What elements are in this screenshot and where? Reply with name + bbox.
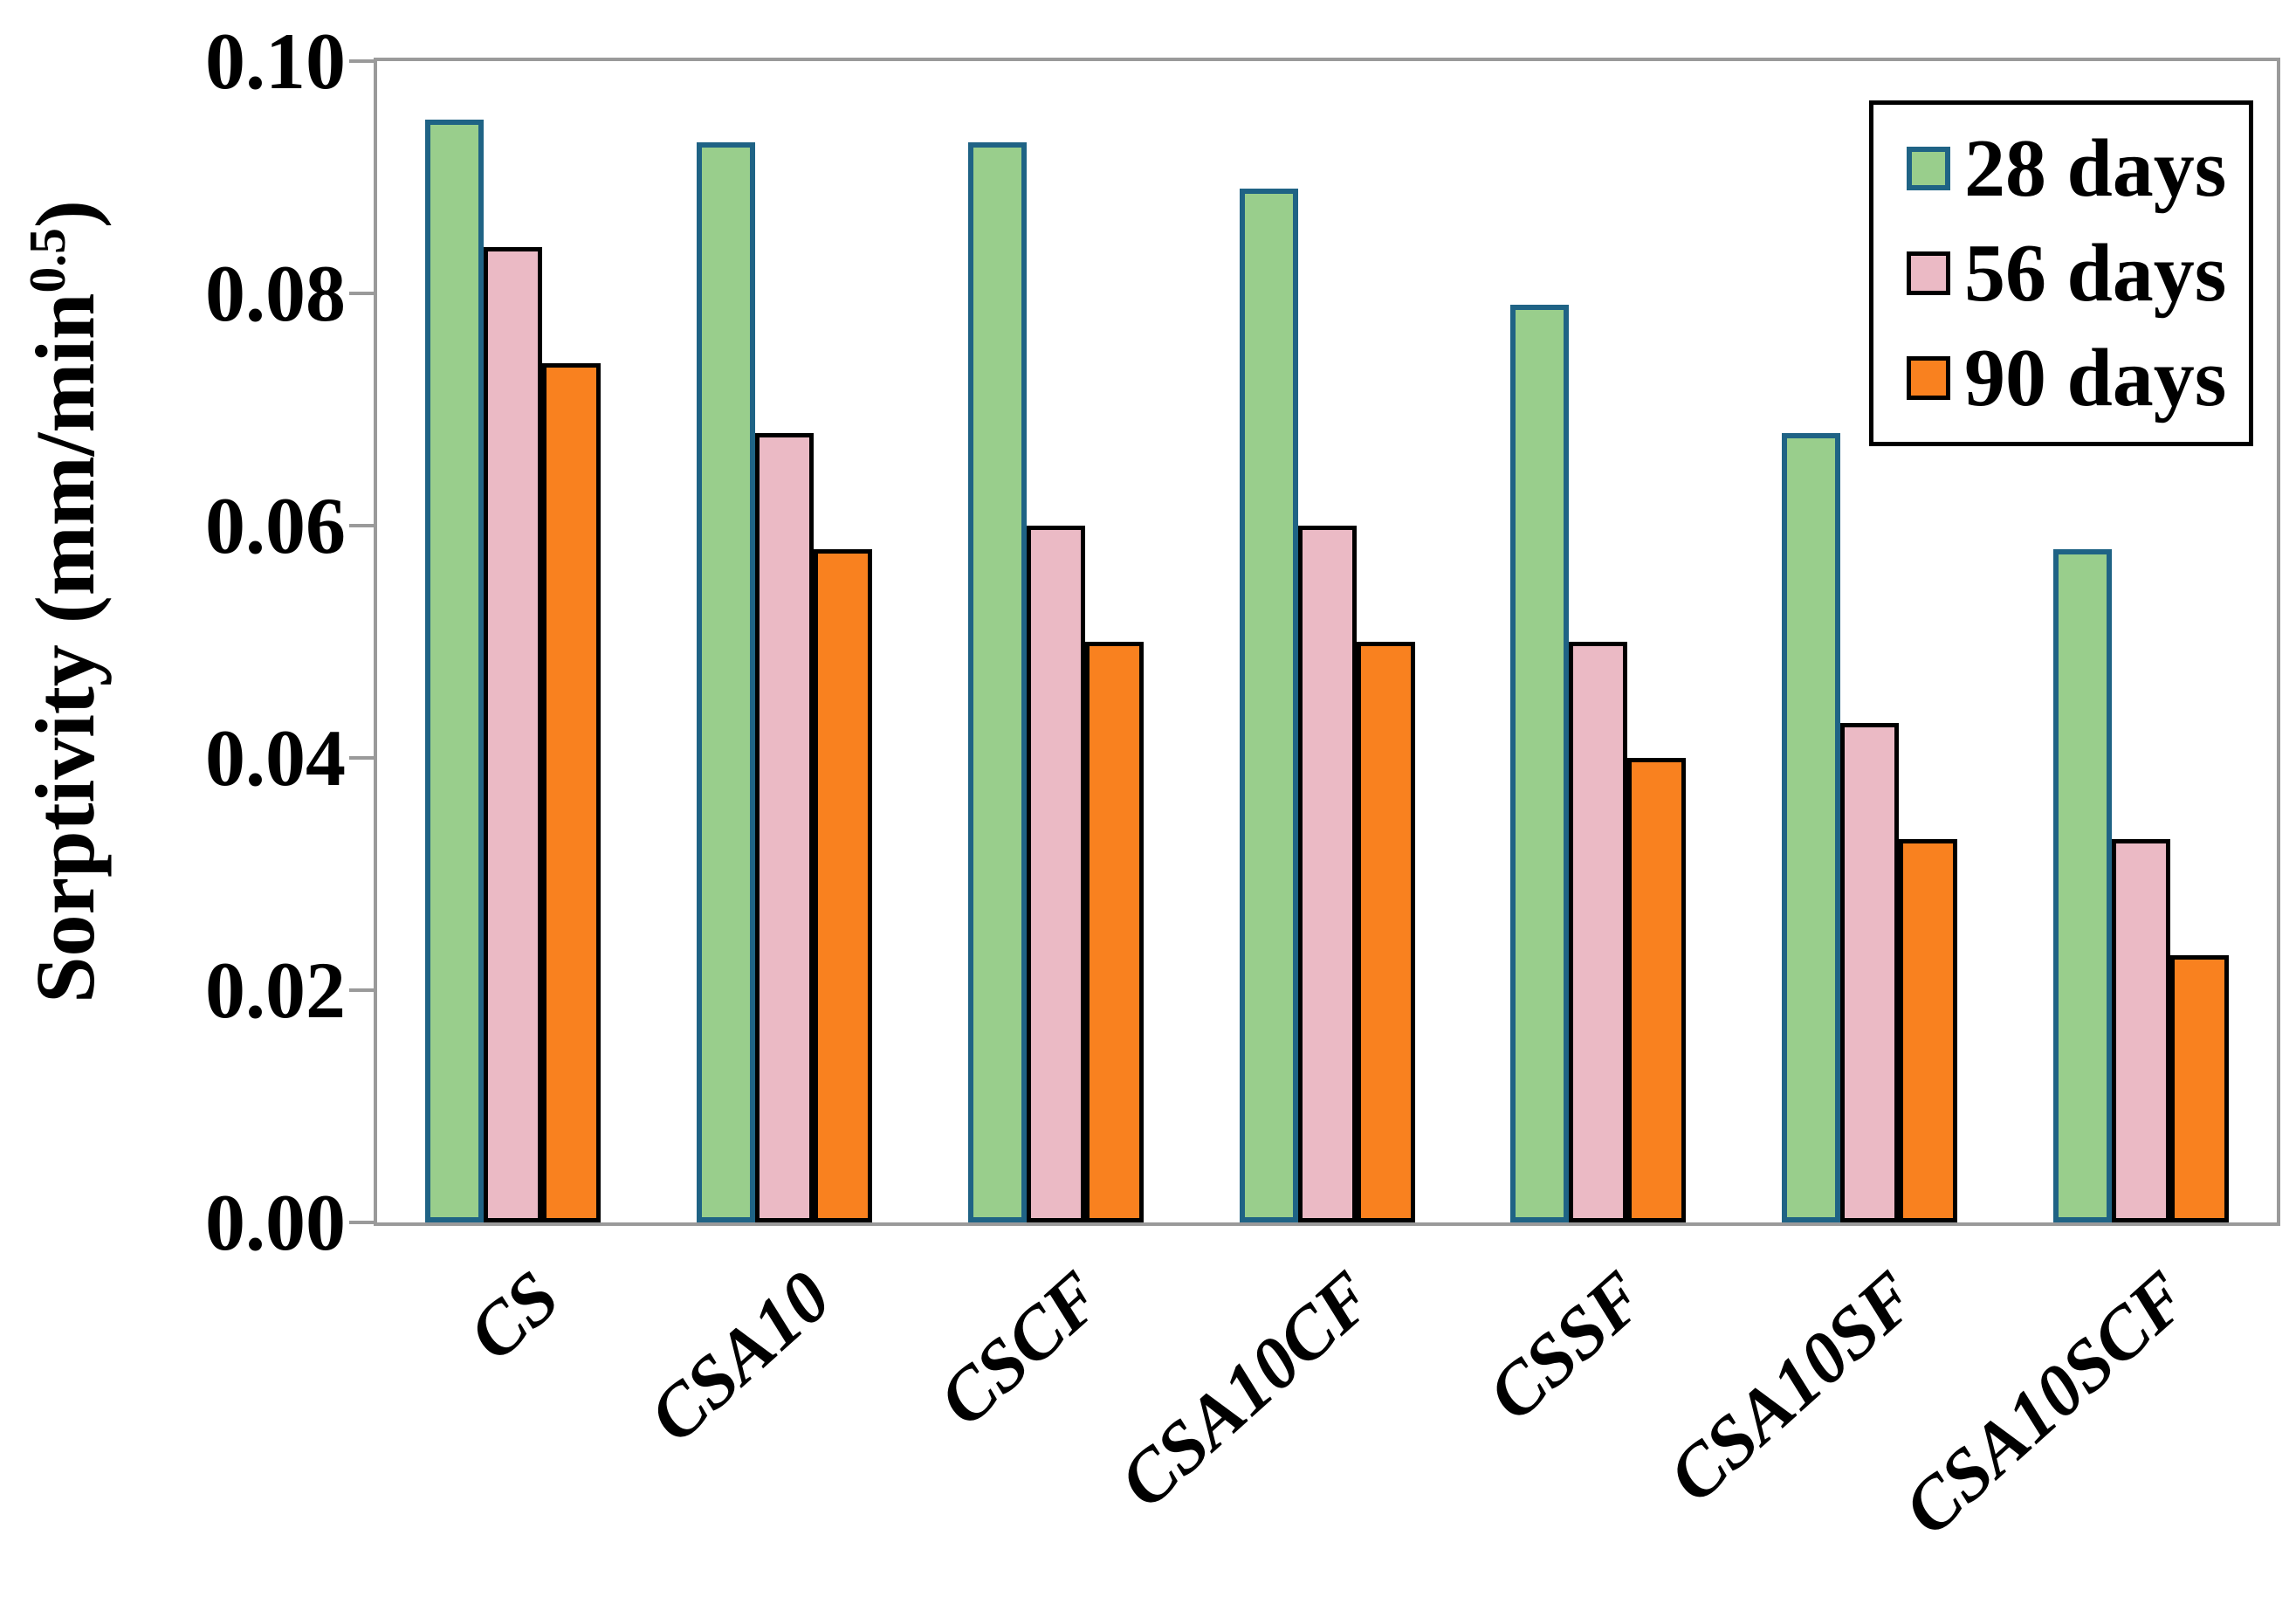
bar-CSA10SCF-56-days bbox=[2112, 839, 2171, 1222]
bar-CSA10-90-days bbox=[813, 548, 872, 1222]
x-axis-label-CS: CS bbox=[453, 1256, 575, 1377]
bar-CSSF-56-days bbox=[1569, 642, 1628, 1222]
bar-CSA10SF-56-days bbox=[1840, 723, 1900, 1222]
bar-CSCF-28-days bbox=[967, 142, 1027, 1222]
bar-CS-28-days bbox=[424, 119, 484, 1222]
x-axis-label-CSSF: CSSF bbox=[1472, 1256, 1660, 1436]
bar-CSSF-28-days bbox=[1510, 305, 1570, 1222]
bar-CSA10CF-90-days bbox=[1356, 642, 1415, 1222]
legend-item-28-days: 28 days bbox=[1907, 127, 2249, 210]
y-axis-tick-label-0.00: 0.00 bbox=[205, 1178, 346, 1267]
legend-label-28-days: 28 days bbox=[1964, 123, 2227, 214]
y-axis-tick-label-0.04: 0.04 bbox=[205, 713, 346, 802]
legend-item-90-days: 90 days bbox=[1907, 337, 2249, 419]
legend-swatch-56-days bbox=[1907, 251, 1950, 295]
bar-CSA10-28-days bbox=[696, 142, 755, 1222]
bar-CS-56-days bbox=[483, 246, 542, 1222]
y-axis-tick-label-0.02: 0.02 bbox=[205, 946, 346, 1035]
x-axis-label-CSA10SCF: CSA10SCF bbox=[1887, 1256, 2203, 1552]
y-axis-title-close-paren: ) bbox=[18, 200, 112, 229]
x-axis-label-CSA10CF: CSA10CF bbox=[1103, 1256, 1389, 1524]
y-axis-tick-0.10 bbox=[349, 59, 375, 63]
bar-CSA10SF-28-days bbox=[1782, 432, 1841, 1222]
bar-CSA10CF-56-days bbox=[1297, 526, 1357, 1222]
y-axis-title: Sorptivity (mm/min0.5) bbox=[18, 0, 112, 1213]
legend-swatch-90-days bbox=[1907, 356, 1950, 400]
bar-CSSF-90-days bbox=[1627, 758, 1687, 1222]
bar-CSA10SCF-28-days bbox=[2053, 548, 2113, 1222]
x-axis-label-CSA10: CSA10 bbox=[634, 1256, 847, 1458]
legend-label-56-days: 56 days bbox=[1964, 228, 2227, 319]
y-axis-tick-0.00 bbox=[349, 1221, 375, 1224]
bar-CSA10SF-90-days bbox=[1899, 839, 1958, 1222]
legend-swatch-28-days bbox=[1907, 147, 1950, 190]
bar-CSCF-90-days bbox=[1084, 642, 1144, 1222]
x-axis-label-CSCF: CSCF bbox=[924, 1256, 1118, 1442]
legend-label-90-days: 90 days bbox=[1964, 333, 2227, 423]
bar-CSA10SCF-90-days bbox=[2170, 955, 2230, 1222]
y-axis-title-main: Sorptivity (mm/min bbox=[18, 293, 112, 1003]
y-axis-tick-label-0.06: 0.06 bbox=[205, 481, 346, 570]
x-axis-label-CSA10SF: CSA10SF bbox=[1653, 1256, 1932, 1518]
legend-item-56-days: 56 days bbox=[1907, 232, 2249, 314]
bar-CSA10CF-28-days bbox=[1239, 189, 1298, 1222]
y-axis-tick-label-0.10: 0.10 bbox=[205, 17, 346, 106]
bar-CS-90-days bbox=[541, 362, 601, 1222]
bar-CSA10-56-days bbox=[754, 432, 814, 1222]
y-axis-tick-label-0.08: 0.08 bbox=[205, 249, 346, 338]
y-axis-tick-0.02 bbox=[349, 988, 375, 992]
legend: 28 days 56 days 90 days bbox=[1869, 100, 2253, 446]
y-axis-tick-0.06 bbox=[349, 524, 375, 527]
y-axis-tick-0.08 bbox=[349, 292, 375, 295]
bar-CSCF-56-days bbox=[1026, 526, 1085, 1222]
y-axis-tick-0.04 bbox=[349, 756, 375, 760]
